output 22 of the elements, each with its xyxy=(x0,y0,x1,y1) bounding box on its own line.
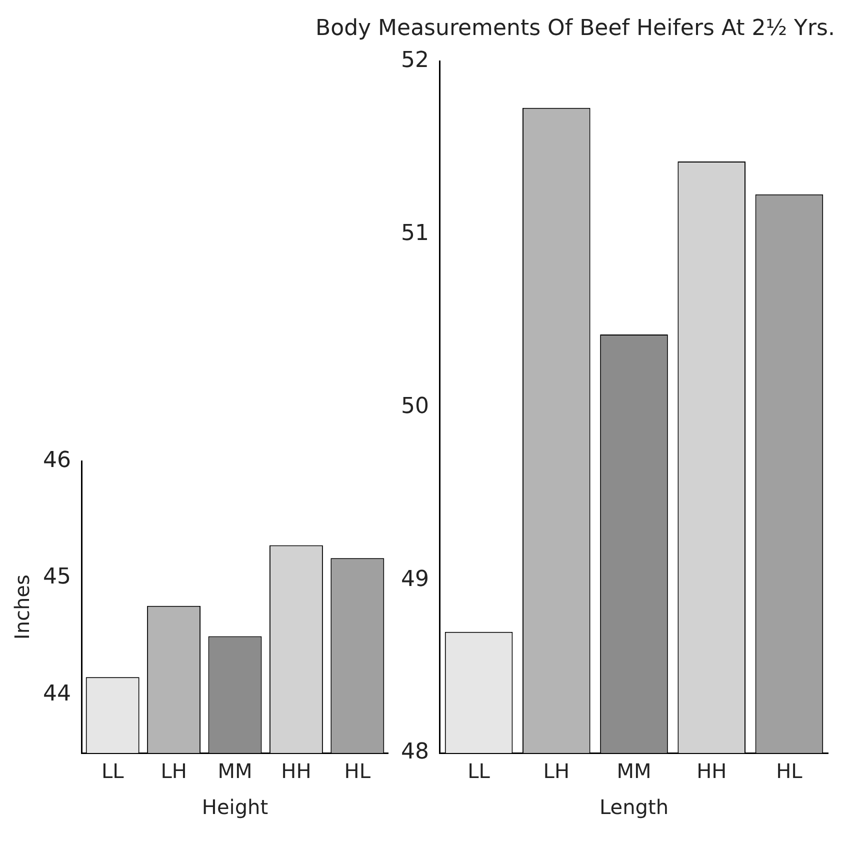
x-axis-title: Length xyxy=(600,795,668,820)
y-tick-label: 46 xyxy=(42,448,71,473)
y-axis-title: Inches xyxy=(10,574,34,640)
y-tick-label: 44 xyxy=(42,681,71,706)
y-tick-label: 45 xyxy=(42,564,71,590)
x-tick-label: LH xyxy=(543,759,570,784)
y-tick-label: 49 xyxy=(400,566,429,592)
x-tick-label: LL xyxy=(468,759,491,784)
x-tick-label: HH xyxy=(281,759,312,784)
y-tick-label: 52 xyxy=(400,48,429,73)
x-tick-label: HL xyxy=(344,759,372,784)
x-tick-label: LL xyxy=(101,759,125,784)
x-tick-label: LH xyxy=(160,759,187,784)
x-tick-label: MM xyxy=(616,759,652,784)
y-tick-label: 51 xyxy=(400,220,429,246)
x-axis-title: Height xyxy=(202,795,268,820)
x-tick-label: HH xyxy=(696,759,727,784)
x-tick-label: MM xyxy=(218,759,252,784)
y-tick-label: 48 xyxy=(400,740,429,765)
y-tick-label: 50 xyxy=(400,394,429,419)
x-tick-label: HL xyxy=(776,759,804,784)
text: Body Measurements Of Beef Heifers At 2½ Yrs. xyxy=(314,15,836,43)
